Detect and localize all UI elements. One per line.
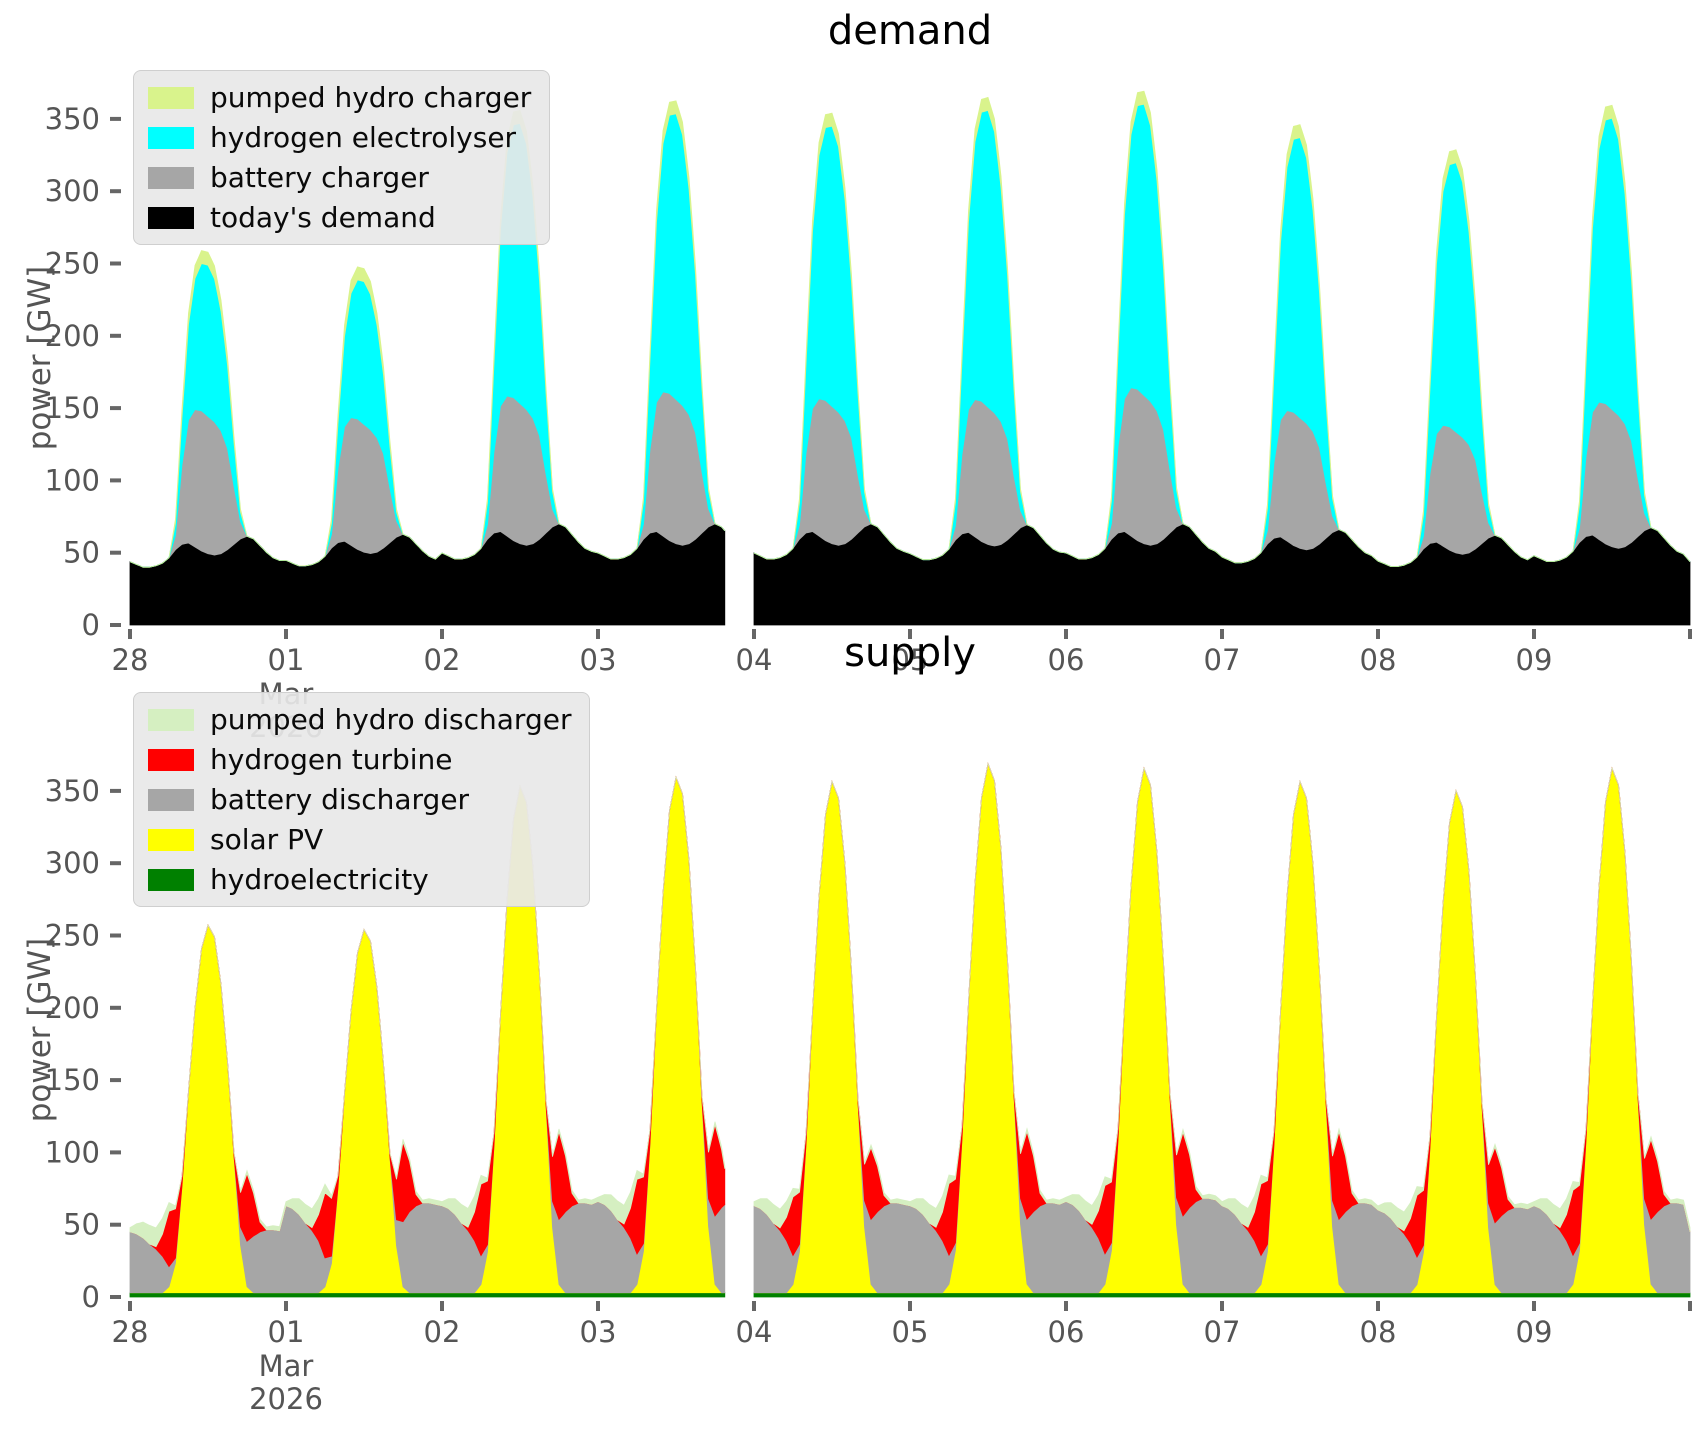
x-tick-label: 05	[892, 643, 929, 677]
y-tick-label: 300	[45, 174, 100, 208]
legend-label: hydrogen electrolyser	[210, 121, 517, 154]
y-tick-label: 0	[82, 1280, 100, 1314]
legend-swatch-battery-discharger	[148, 788, 194, 811]
legend-swatch-hydrogen-turbine	[148, 748, 194, 771]
series-area-pumped-hydro-discharger	[753, 762, 1691, 1232]
y-tick-label: 300	[45, 846, 100, 880]
series-area-pumped-hydro-charger	[753, 90, 1691, 567]
y-tick-label: 150	[45, 391, 100, 425]
legend-swatch-pumped-hydro-charger	[148, 86, 194, 109]
legend-swatch-solar-pv	[148, 828, 194, 851]
demand-chart-title: demand	[827, 8, 993, 54]
demand-plot: 0501001502002503003502801Mar202602030405…	[45, 90, 1692, 744]
legend-swatch-hydroelectricity	[148, 868, 194, 891]
y-tick-label: 50	[63, 536, 100, 570]
x-tick-label: 01	[268, 643, 305, 677]
x-tick-label: 08	[1360, 1315, 1397, 1349]
x-axis-month-year-label: Mar	[259, 1349, 314, 1383]
legend-swatch-todays-demand	[148, 206, 194, 229]
y-tick-label: 150	[45, 1063, 100, 1097]
demand-legend: pumped hydro charger hydrogen electrolys…	[133, 70, 551, 245]
x-tick-label: 07	[1204, 1315, 1241, 1349]
series-area-battery-charger	[753, 387, 1691, 567]
legend-item: hydroelectricity	[148, 863, 571, 896]
y-tick-label: 200	[45, 991, 100, 1025]
legend-item: hydrogen electrolyser	[148, 121, 531, 154]
supply-chart-title: supply	[844, 630, 976, 676]
legend-item: hydrogen turbine	[148, 743, 571, 776]
series-area-pumped-hydro-charger	[129, 100, 726, 568]
x-tick-label: 05	[892, 1315, 929, 1349]
legend-swatch-hydrogen-electrolyser	[148, 126, 194, 149]
series-area-hydrogen-electrolyser	[753, 103, 1691, 567]
series-area-pumped-hydro-discharger	[129, 775, 726, 1248]
x-tick-label: 03	[580, 1315, 617, 1349]
y-tick-label: 350	[45, 774, 100, 808]
legend-item: battery charger	[148, 161, 531, 194]
legend-swatch-pumped-hydro-discharger	[148, 708, 194, 731]
x-tick-label: 06	[1048, 1315, 1085, 1349]
legend-item: pumped hydro discharger	[148, 703, 571, 736]
legend-item: solar PV	[148, 823, 571, 856]
x-tick-label: 04	[736, 1315, 773, 1349]
legend-label: hydrogen turbine	[210, 743, 453, 776]
x-tick-label: 02	[424, 1315, 461, 1349]
legend-label: today's demand	[210, 201, 436, 234]
x-tick-label: 28	[112, 1315, 149, 1349]
legend-label: battery charger	[210, 161, 429, 194]
x-tick-label: 08	[1360, 643, 1397, 677]
series-area-hydroelectricity	[129, 1292, 726, 1298]
y-tick-label: 350	[45, 102, 100, 136]
x-tick-label: 09	[1516, 643, 1553, 677]
x-tick-label: 07	[1204, 643, 1241, 677]
y-tick-label: 50	[63, 1208, 100, 1242]
y-tick-label: 100	[45, 1135, 100, 1169]
legend-swatch-battery-charger	[148, 166, 194, 189]
legend-label: solar PV	[210, 823, 324, 856]
demand-y-axis-label: power [GW]	[22, 265, 58, 451]
x-tick-label: 04	[736, 643, 773, 677]
supply-y-axis-label: power [GW]	[22, 937, 58, 1123]
legend-item: today's demand	[148, 201, 531, 234]
legend-label: pumped hydro charger	[210, 81, 532, 114]
x-axis-month-year-label: 2026	[249, 1382, 323, 1416]
supply-legend: pumped hydro discharger hydrogen turbine…	[133, 692, 591, 907]
x-tick-label: 28	[112, 643, 149, 677]
legend-item: pumped hydro charger	[148, 81, 531, 114]
y-tick-label: 200	[45, 319, 100, 353]
legend-label: pumped hydro discharger	[210, 703, 572, 736]
x-tick-label: 01	[268, 1315, 305, 1349]
x-tick-label: 09	[1516, 1315, 1553, 1349]
series-area-hydrogen-turbine	[753, 762, 1691, 1258]
y-tick-label: 250	[45, 247, 100, 281]
y-tick-label: 100	[45, 463, 100, 497]
legend-item: battery discharger	[148, 783, 571, 816]
legend-label: hydroelectricity	[210, 863, 429, 896]
series-area-hydroelectricity	[753, 1292, 1691, 1298]
legend-label: battery discharger	[210, 783, 470, 816]
x-tick-label: 03	[580, 643, 617, 677]
series-area-today-s-demand	[753, 523, 1691, 626]
x-tick-label: 06	[1048, 643, 1085, 677]
y-tick-label: 250	[45, 919, 100, 953]
x-tick-label: 02	[424, 643, 461, 677]
y-tick-label: 0	[82, 608, 100, 642]
